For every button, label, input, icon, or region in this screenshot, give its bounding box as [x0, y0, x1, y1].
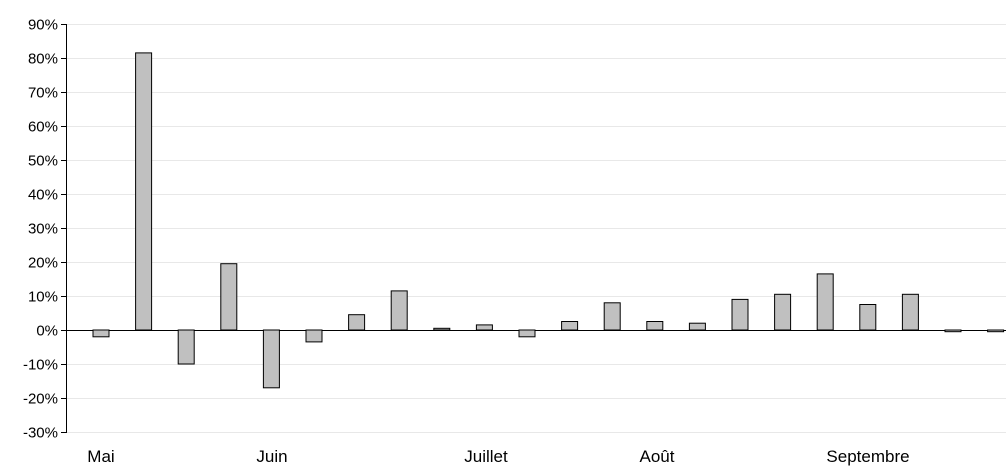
y-tick-label: 90% — [28, 17, 58, 34]
bar — [731, 298, 749, 331]
bar — [901, 293, 919, 331]
bar — [262, 329, 280, 389]
bar — [774, 293, 792, 331]
x-month-label: Août — [640, 447, 675, 466]
y-tick-label: -10% — [23, 357, 58, 374]
bar — [816, 273, 834, 331]
bar — [944, 329, 962, 333]
bar — [646, 321, 664, 331]
bar — [433, 327, 451, 331]
gridlines — [66, 24, 1006, 433]
y-tick-label: -30% — [23, 425, 58, 442]
y-tick-label: 80% — [28, 51, 58, 68]
bar — [92, 329, 110, 338]
bar — [561, 321, 579, 331]
x-month-label: Juin — [256, 447, 287, 466]
y-tick-label: 60% — [28, 119, 58, 136]
bar — [348, 314, 366, 331]
bar — [987, 329, 1005, 333]
bar — [475, 324, 493, 331]
bar — [603, 302, 621, 331]
y-tick-label: 70% — [28, 85, 58, 102]
bar — [135, 52, 153, 331]
y-tick-label: 30% — [28, 221, 58, 238]
x-month-labels: Mai Juin Juillet Août Septembre — [87, 447, 909, 466]
bar — [305, 329, 323, 343]
x-month-label: Mai — [87, 447, 114, 466]
y-tick-label: 50% — [28, 153, 58, 170]
bar — [859, 304, 877, 331]
y-tick-label: 40% — [28, 187, 58, 204]
bar — [177, 329, 195, 365]
y-tick-label: 0% — [36, 323, 58, 340]
x-month-label: Septembre — [826, 447, 909, 466]
bars — [92, 52, 1005, 389]
bar — [688, 322, 706, 331]
y-tick-labels: 90% 80% 70% 60% 50% 40% 30% 20% 10% 0% -10% -20% -30… — [23, 17, 58, 442]
x-month-label: Juillet — [464, 447, 508, 466]
bar — [220, 263, 238, 331]
bar — [390, 290, 408, 331]
y-tick-label: 20% — [28, 255, 58, 272]
bar — [518, 329, 536, 338]
y-tick-label: 10% — [28, 289, 58, 306]
y-tick-label: -20% — [23, 391, 58, 408]
